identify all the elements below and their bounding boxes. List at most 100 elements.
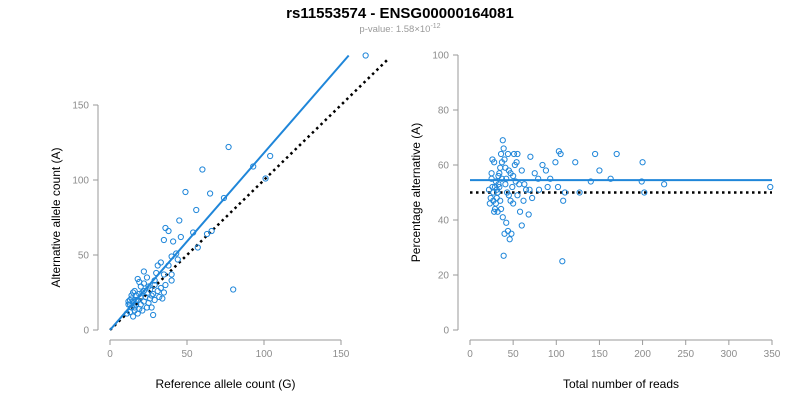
x-tick-label: 200 <box>634 349 651 360</box>
data-point <box>225 143 232 151</box>
data-point <box>491 159 498 166</box>
data-point <box>522 186 530 193</box>
data-point <box>148 292 155 299</box>
data-point <box>146 286 154 293</box>
data-point <box>510 150 518 158</box>
data-point <box>497 197 504 204</box>
data-point <box>148 304 155 311</box>
data-point <box>156 293 163 301</box>
data-point <box>159 295 166 302</box>
data-point <box>499 137 506 144</box>
y-axis-title: Percentage alternative (A) <box>409 123 423 262</box>
y-tick-label: 50 <box>78 251 90 262</box>
scatter-plot-allele-counts: 0 50 100 150 0 50 100 150 Reference allele count… <box>49 52 389 391</box>
x-tick-label: 250 <box>677 349 694 360</box>
data-point <box>520 197 527 204</box>
data-point <box>607 175 614 182</box>
data-point <box>516 208 524 215</box>
data-point <box>176 217 183 224</box>
data-point <box>559 258 566 265</box>
data-point <box>220 194 228 202</box>
data-point <box>262 175 269 182</box>
data-point <box>150 311 157 319</box>
data-point <box>160 236 167 244</box>
data-point <box>514 150 521 158</box>
data-point <box>521 181 528 188</box>
data-point <box>130 313 137 320</box>
data-point <box>493 186 500 193</box>
data-point <box>154 287 161 295</box>
data-point <box>207 190 214 197</box>
data-point <box>154 262 161 269</box>
data-point <box>497 164 504 171</box>
x-tick-label: 300 <box>721 349 738 360</box>
data-point <box>661 181 668 188</box>
data-point <box>157 259 164 266</box>
x-tick-label: 350 <box>764 349 781 360</box>
data-point <box>501 230 508 237</box>
data-point <box>596 167 603 174</box>
y-tick-label: 0 <box>83 326 89 337</box>
data-point <box>500 145 507 152</box>
x-tick-label: 150 <box>333 349 350 360</box>
data-point <box>177 233 184 241</box>
data-point <box>547 175 554 182</box>
y-tick-label: 40 <box>438 216 450 227</box>
data-point <box>504 150 512 158</box>
data-point <box>539 161 546 169</box>
data-point <box>525 211 532 218</box>
data-point <box>165 227 172 235</box>
scatter-plot-percentage: 0 50 100 150 200 250 300 350 0 20 40 60 80 100 Total n… <box>409 51 781 392</box>
data-point <box>208 227 215 235</box>
data-point <box>182 188 189 196</box>
data-point <box>638 178 645 185</box>
y-tick-label: 100 <box>432 51 449 62</box>
data-point <box>203 230 211 238</box>
data-point <box>142 293 149 301</box>
data-point <box>151 281 158 289</box>
data-point <box>535 175 542 182</box>
data-point <box>510 200 517 207</box>
data-point <box>494 208 501 215</box>
data-point <box>512 178 519 185</box>
data-point <box>174 256 181 263</box>
data-point <box>531 170 538 177</box>
data-point <box>518 167 525 174</box>
data-point <box>230 286 237 293</box>
chart-subtitle: p-value: 1.58×10-12 <box>0 23 800 35</box>
data-point <box>592 150 599 158</box>
data-point <box>576 189 583 196</box>
data-point <box>542 167 550 174</box>
data-point <box>170 238 177 245</box>
data-point <box>173 250 180 257</box>
data-point <box>514 192 521 199</box>
data-point <box>527 153 534 160</box>
data-point <box>502 181 509 188</box>
p-value-text: p-value: 1.58×10 <box>359 24 431 36</box>
data-point <box>485 186 493 193</box>
data-point <box>587 178 594 185</box>
data-point <box>134 275 141 283</box>
x-tick-label: 100 <box>256 349 273 360</box>
data-point <box>572 159 579 166</box>
p-value-exponent: -12 <box>430 23 441 30</box>
data-point <box>497 150 505 158</box>
data-point <box>518 222 525 229</box>
data-point <box>267 152 274 160</box>
data-point <box>529 194 536 202</box>
fit-line <box>109 54 350 331</box>
data-point <box>500 252 507 259</box>
data-point <box>496 170 503 177</box>
data-point <box>544 183 551 191</box>
data-point <box>508 230 515 237</box>
data-point <box>140 280 147 287</box>
data-point <box>160 271 167 278</box>
y-axis-title: Alternative allele count (A) <box>49 147 63 287</box>
data-point <box>488 170 495 177</box>
data-point <box>506 236 513 243</box>
data-point <box>552 159 559 166</box>
x-axis-title: Reference allele count (G) <box>155 377 295 391</box>
x-tick-label: 100 <box>548 349 565 360</box>
data-point <box>194 244 201 251</box>
data-point <box>554 183 562 191</box>
